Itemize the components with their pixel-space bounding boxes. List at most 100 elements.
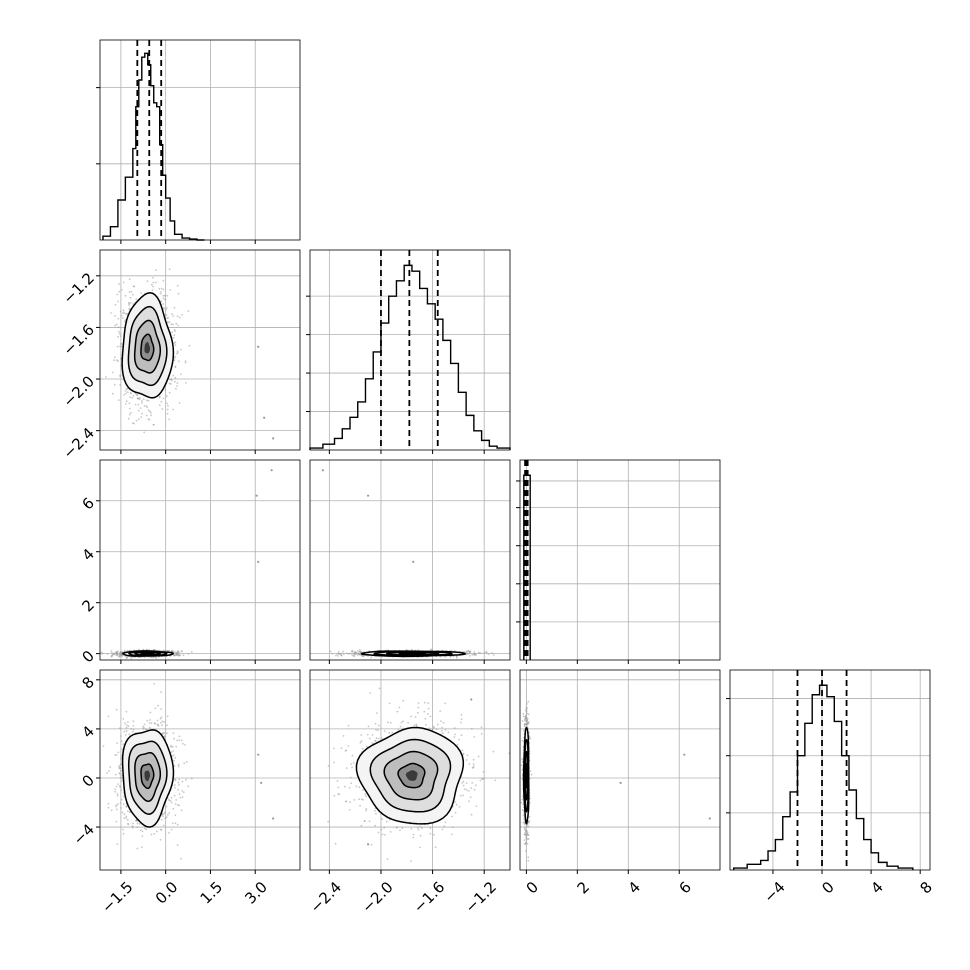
sample-point [119,383,122,386]
sample-point [357,652,360,655]
sample-point [417,828,420,831]
sample-point [141,412,143,415]
sample-point [116,793,119,795]
contour-level-0 [140,763,155,790]
sample-point [122,717,125,720]
sample-point [380,828,383,831]
sample-point [524,850,527,852]
sample-point [526,703,528,705]
sample-point [526,719,529,722]
sample-point [454,811,457,814]
sample-point [176,385,179,387]
sample-point [120,789,122,792]
sample-point [487,653,490,656]
sample-point [468,652,470,655]
sample-point [141,400,143,402]
outlier-point [272,437,275,440]
y-tick-label: 6 [79,494,98,513]
x-tick-label: 8 [916,878,935,897]
sample-point [441,730,443,732]
sample-point [117,335,119,338]
sample-point [521,798,524,801]
outlier-point [270,469,273,472]
sample-point [417,826,419,829]
sample-point [444,821,447,824]
sample-point [139,407,142,409]
sample-point [168,382,171,385]
sample-point [116,808,118,811]
y-tick-label: 2 [79,596,98,615]
sample-point [110,809,113,812]
sample-point [135,298,138,301]
sample-point [107,802,110,805]
panel-background [520,460,720,660]
sample-point [427,707,430,710]
sample-point [155,657,158,659]
sample-point [479,779,482,782]
sample-point [118,330,120,333]
sample-point [177,765,180,768]
sample-point [351,754,354,757]
sample-point [462,784,465,787]
sample-point [359,741,362,744]
sample-point [469,796,472,799]
sample-point [116,652,119,655]
sample-point [176,739,179,742]
sample-point [176,351,179,354]
sample-point [173,765,176,767]
panel-frame [309,459,511,661]
x-tick-label: −4 [760,878,788,906]
contour-level-3 [360,650,467,658]
sample-point [165,314,168,316]
sample-point [141,402,143,404]
sample-point [335,654,337,657]
sample-point [173,306,176,309]
sample-point [347,652,350,655]
panel-frame [99,669,301,871]
sample-point [166,408,169,411]
sample-point [181,780,184,783]
sample-point [459,794,462,797]
sample-point [173,359,176,362]
sample-point [185,778,188,781]
sample-point [170,801,173,804]
sample-point [120,735,122,737]
sample-point [358,653,361,656]
x-tick-label: −1.5 [98,878,136,916]
sample-point [102,745,105,747]
sample-point [143,405,146,407]
sample-point [150,283,153,286]
sample-point [453,727,456,729]
sample-point [462,780,465,783]
sample-point [176,315,179,318]
sample-point [123,817,126,819]
sample-point [340,654,343,657]
sample-point [377,737,380,740]
sample-point [475,784,477,787]
sample-point [166,307,168,309]
sample-point [132,720,135,723]
sample-point [115,359,118,362]
sample-point [128,413,131,416]
sample-point [353,655,356,657]
sample-point [466,754,469,756]
sample-point [344,750,347,752]
panel-content [100,460,300,660]
sample-point [142,728,145,730]
sample-point [525,838,528,841]
sample-point [180,373,182,376]
sample-point [426,713,429,715]
sample-point [190,777,193,780]
sample-point [122,281,125,284]
sample-point [353,652,356,654]
sample-point [491,652,493,654]
sample-point [134,403,137,406]
sample-point [116,843,119,845]
sample-point [429,648,432,651]
panel-background [310,460,510,660]
y-tick-label: 8 [79,673,98,692]
sample-point [120,798,123,801]
sample-point [436,723,439,726]
sample-point [433,833,435,836]
sample-point [354,651,357,654]
